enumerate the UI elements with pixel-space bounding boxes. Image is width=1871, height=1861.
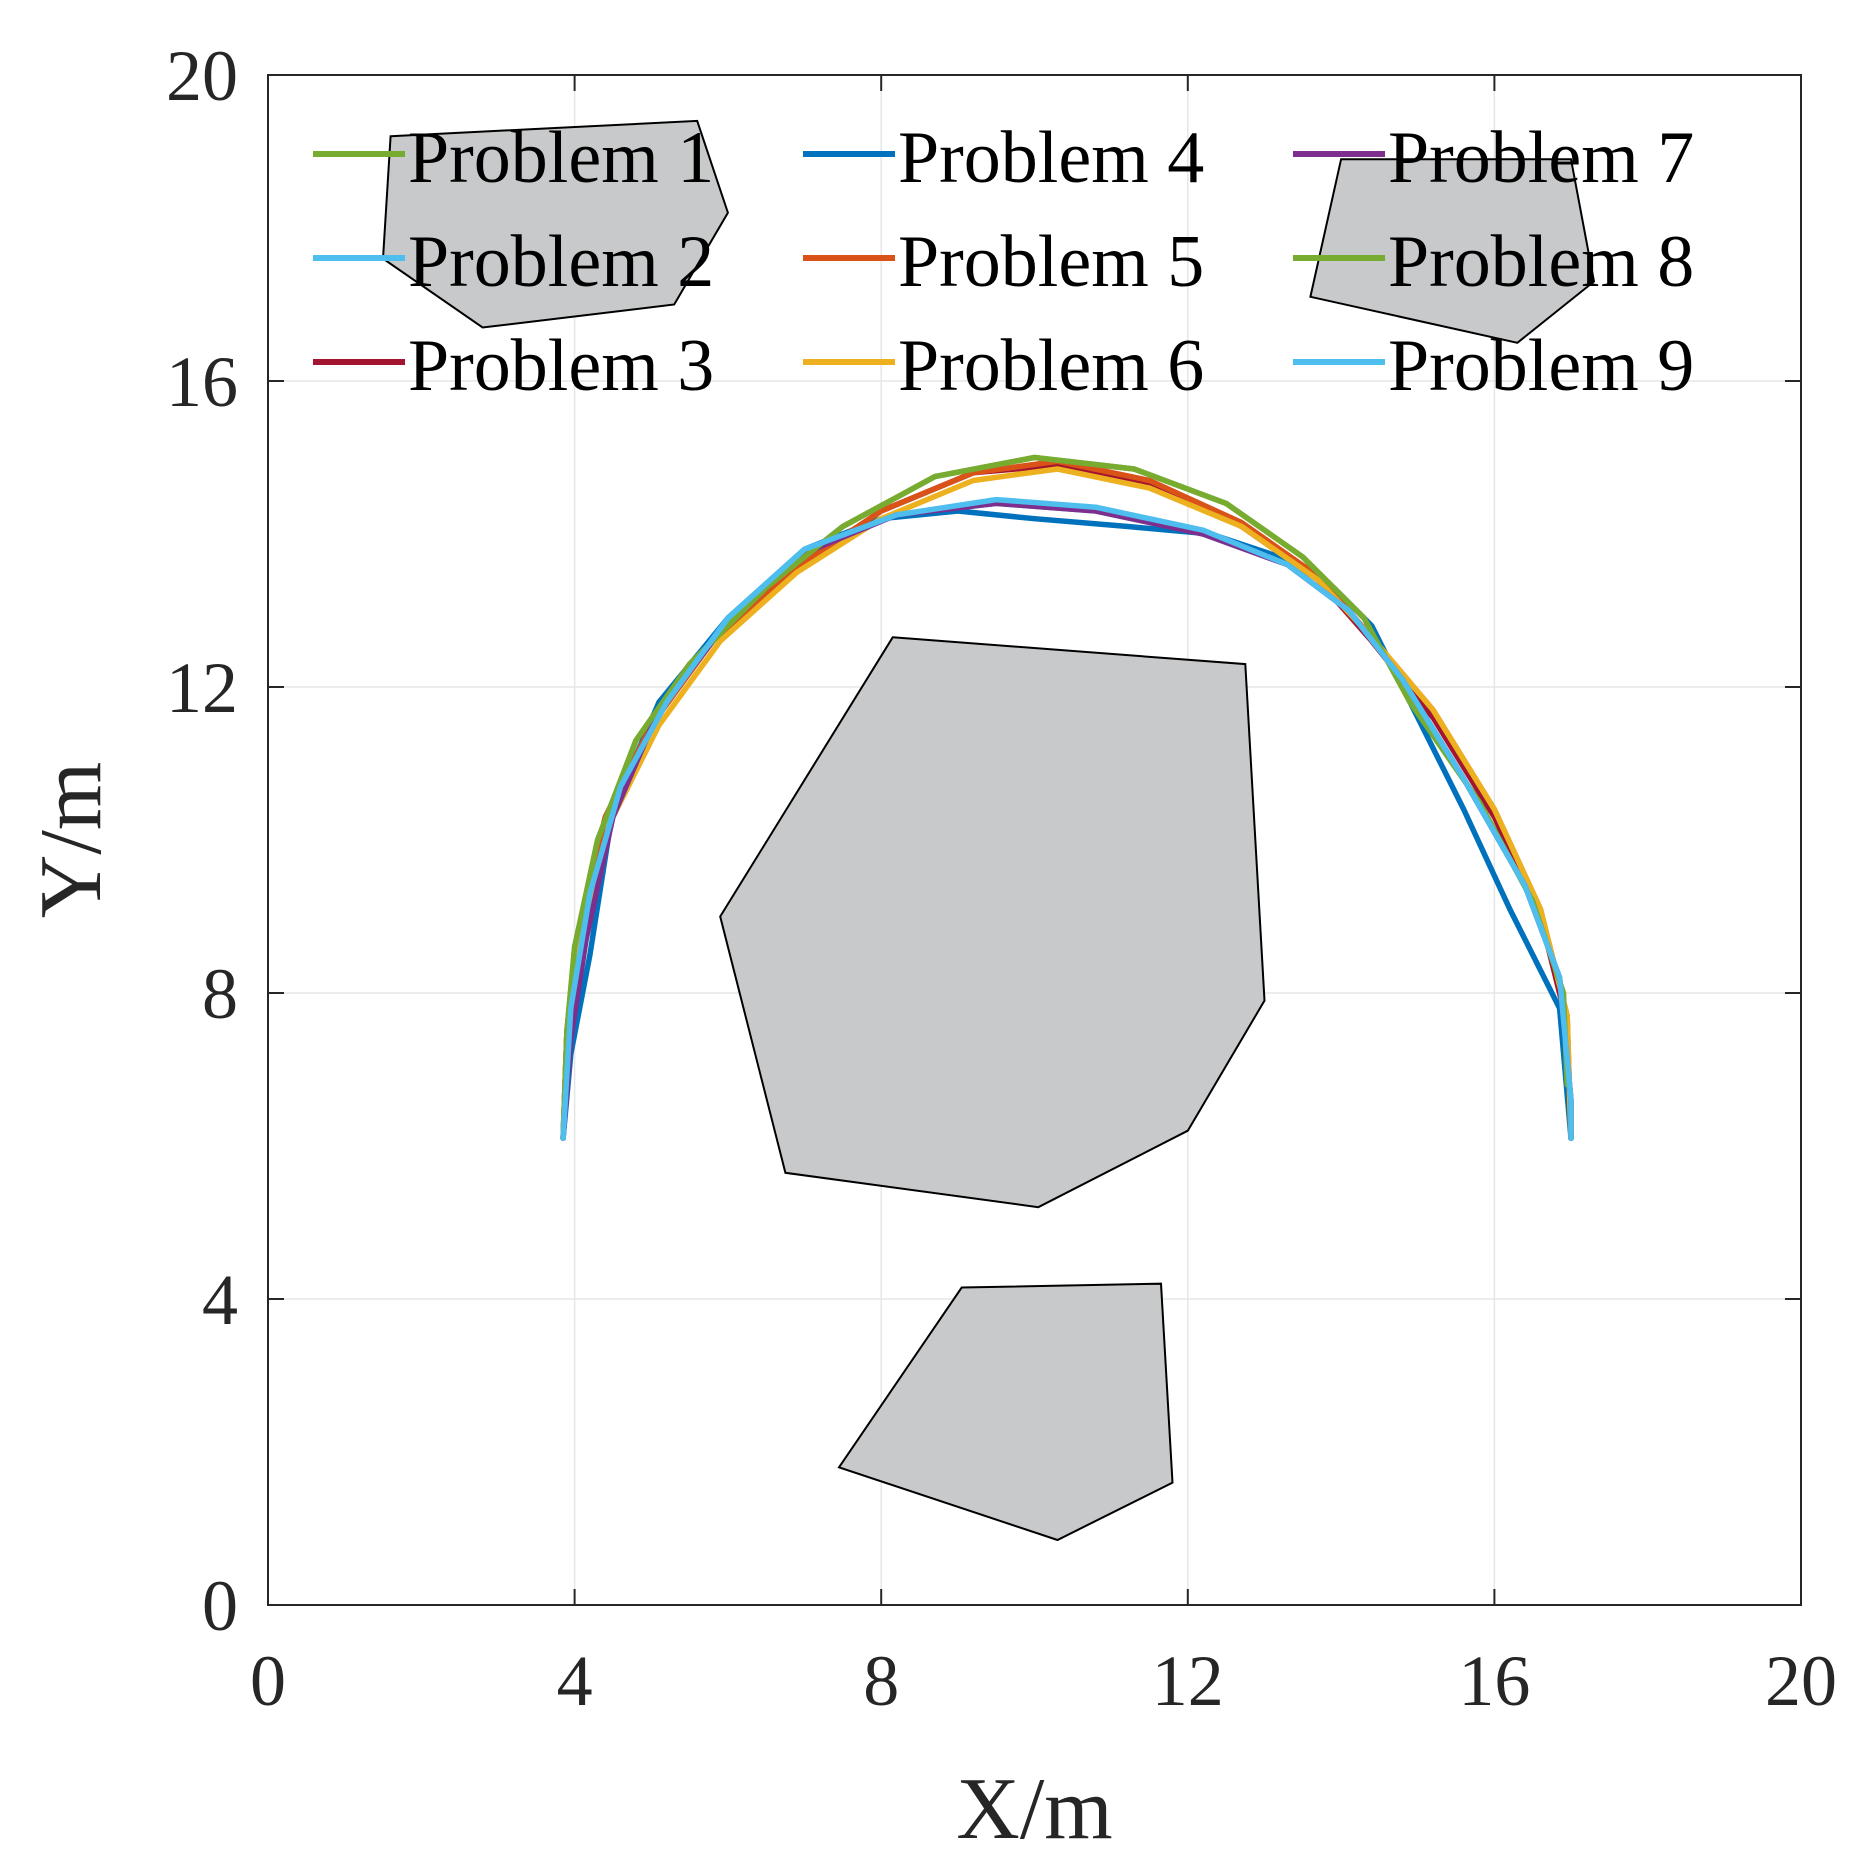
obstacles bbox=[381, 119, 1596, 1542]
obstacle-center bbox=[719, 636, 1266, 1209]
x-tick-label: 4 bbox=[557, 1641, 593, 1721]
y-tick-label: 12 bbox=[166, 648, 238, 728]
series-lines bbox=[560, 454, 1574, 1142]
y-axis-title: Y/m bbox=[23, 762, 120, 918]
x-axis-title: X/m bbox=[956, 1761, 1112, 1858]
legend-label-problem-1: Problem 1 bbox=[408, 117, 714, 199]
series-line-problem-9 bbox=[560, 496, 1574, 1142]
y-tick-label: 8 bbox=[202, 954, 238, 1034]
y-tick-label: 16 bbox=[166, 342, 238, 422]
obstacle-top-right bbox=[1309, 158, 1596, 344]
legend-label-problem-2: Problem 2 bbox=[408, 221, 714, 303]
legend-label-problem-7: Problem 7 bbox=[1388, 117, 1694, 199]
x-tick-label: 20 bbox=[1765, 1641, 1837, 1721]
obstacle-bottom bbox=[837, 1282, 1174, 1542]
y-tick-label: 4 bbox=[202, 1260, 238, 1340]
legend-label-problem-8: Problem 8 bbox=[1388, 221, 1694, 303]
legend: Problem 1 Problem 2 Problem 3 Problem 4 Prob… bbox=[313, 117, 1694, 407]
ticks: 0 4 8 12 16 20 0 4 8 12 16 20 bbox=[166, 36, 1837, 1721]
legend-label-problem-5: Problem 5 bbox=[898, 221, 1204, 303]
x-tick-label: 12 bbox=[1152, 1641, 1224, 1721]
legend-label-problem-4: Problem 4 bbox=[898, 117, 1204, 199]
plot-frame bbox=[267, 74, 1802, 1606]
x-tick-label: 0 bbox=[250, 1641, 286, 1721]
x-tick-label: 8 bbox=[863, 1641, 899, 1721]
y-tick-label: 20 bbox=[166, 36, 238, 116]
legend-label-problem-9: Problem 9 bbox=[1388, 325, 1694, 407]
legend-label-problem-3: Problem 3 bbox=[408, 325, 714, 407]
y-tick-label: 0 bbox=[202, 1566, 238, 1646]
legend-label-problem-6: Problem 6 bbox=[898, 325, 1204, 407]
x-tick-label: 16 bbox=[1458, 1641, 1530, 1721]
